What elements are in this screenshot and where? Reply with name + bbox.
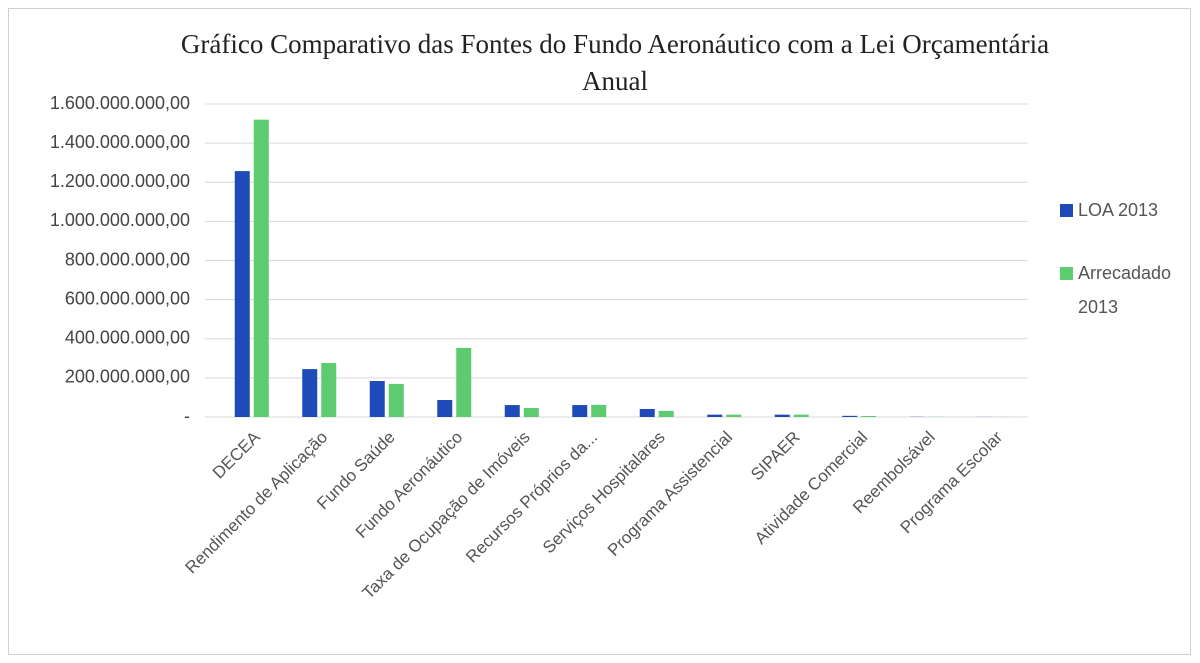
y-tick-label: 1.600.000.000,00 xyxy=(50,93,190,113)
bar xyxy=(504,405,520,417)
y-tick-label: 1.400.000.000,00 xyxy=(50,132,190,152)
y-tick-label: 600.000.000,00 xyxy=(65,288,190,308)
bar xyxy=(388,383,404,417)
y-tick-label: 1.200.000.000,00 xyxy=(50,171,190,191)
bar xyxy=(774,414,790,417)
x-tick-label: Rendimento de Aplicação xyxy=(181,428,331,578)
bar xyxy=(793,414,809,417)
x-tick-label: Atividade Comercial xyxy=(751,428,871,548)
bar xyxy=(842,415,858,417)
legend-entry: Arrecadado 2013 xyxy=(1060,256,1188,324)
legend-swatch xyxy=(1060,267,1073,280)
legend-label: LOA 2013 xyxy=(1078,200,1159,220)
chart-title: Gráfico Comparativo das Fontes do Fundo … xyxy=(180,29,1050,96)
y-tick-label: 200.000.000,00 xyxy=(65,367,190,387)
bar xyxy=(523,408,539,417)
bar xyxy=(253,119,269,418)
bar xyxy=(591,404,607,417)
bar xyxy=(658,410,674,417)
x-tick-label: SIPAER xyxy=(747,428,804,485)
bar xyxy=(234,171,250,417)
bar xyxy=(321,363,337,417)
bar xyxy=(572,405,588,417)
bar xyxy=(302,369,318,417)
chart-border xyxy=(8,8,1191,655)
bar xyxy=(726,414,742,417)
x-tick-label: Serviços Hospitalares xyxy=(539,428,669,558)
x-tick-label: Recursos Próprios da... xyxy=(462,428,601,567)
bar xyxy=(707,414,723,417)
bar xyxy=(861,416,877,417)
x-tick-label: Programa Assistencial xyxy=(604,428,736,560)
y-tick-label: - xyxy=(184,406,190,426)
x-tick-label: DECEA xyxy=(209,427,264,482)
legend-entry: LOA 2013 xyxy=(1060,193,1188,227)
bar xyxy=(437,399,453,417)
legend-label: Arrecadado 2013 xyxy=(1078,263,1172,317)
legend-swatch xyxy=(1060,204,1073,217)
y-tick-label: 1.000.000.000,00 xyxy=(50,210,190,230)
bar xyxy=(639,408,655,417)
y-tick-label: 800.000.000,00 xyxy=(65,249,190,269)
y-tick-label: 400.000.000,00 xyxy=(65,328,190,348)
bar xyxy=(456,347,472,417)
bar xyxy=(369,381,385,417)
